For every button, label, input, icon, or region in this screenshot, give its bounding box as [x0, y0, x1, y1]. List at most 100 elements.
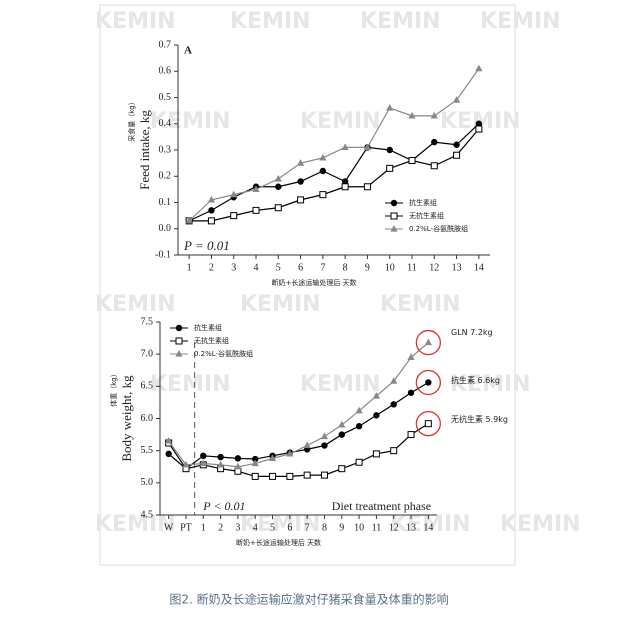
- data-point: [452, 96, 461, 103]
- y-tick-label: 0.6: [159, 66, 172, 77]
- data-point: [408, 157, 416, 164]
- x-tick-label: 4: [253, 522, 258, 533]
- series-line: [168, 423, 429, 477]
- watermark: KEMIN: [95, 9, 176, 34]
- x-tick-label: 1: [187, 262, 192, 273]
- data-point: [200, 452, 207, 460]
- data-point: [338, 420, 346, 428]
- data-point: [165, 450, 172, 458]
- annotation: GLN 7.2kg: [451, 328, 493, 337]
- data-point: [216, 460, 225, 468]
- watermark: KEMIN: [300, 109, 381, 134]
- y-tick-label: 6.5: [141, 381, 154, 392]
- watermark: KEMIN: [240, 292, 321, 317]
- data-point: [390, 377, 398, 384]
- data-point: [297, 196, 305, 204]
- data-point: [269, 472, 277, 480]
- x-tick-label: 3: [235, 522, 240, 533]
- data-point: [165, 437, 173, 444]
- watermark: KEMIN: [360, 9, 441, 34]
- x-tick-label: 7: [305, 522, 310, 533]
- data-point: [303, 441, 311, 449]
- x-tick-label: 7: [320, 262, 325, 273]
- watermark: KEMIN: [300, 372, 381, 397]
- watermark: KEMIN: [390, 512, 471, 537]
- data-point: [424, 420, 432, 428]
- data-point: [453, 151, 461, 159]
- y-tick-label: 0.2: [159, 171, 172, 182]
- data-point: [431, 138, 438, 146]
- watermark: KEMIN: [450, 372, 531, 397]
- data-point: [355, 458, 363, 466]
- data-point: [182, 460, 190, 468]
- data-point: [373, 412, 380, 419]
- x-tick-label: 5: [270, 522, 275, 533]
- legend-label: 0.2%L-谷氨酰胺组: [409, 224, 468, 233]
- data-point: [341, 178, 349, 185]
- caption: 图2. 断奶及长途运输应激对仔猪采食量及体重的影响: [169, 592, 448, 607]
- data-point: [274, 174, 282, 182]
- watermark: KEMIN: [150, 372, 231, 397]
- data-point: [372, 391, 381, 399]
- x-tick-label: 11: [372, 522, 382, 533]
- y-tick-label: 0.3: [159, 144, 172, 155]
- data-point: [230, 190, 238, 198]
- data-point: [208, 207, 215, 214]
- y-tick-label: 0.7: [159, 39, 172, 50]
- y-axis-label: Feed intake, kg: [137, 110, 152, 190]
- data-point: [475, 64, 483, 72]
- legend-label: 无抗生素组: [194, 336, 229, 345]
- y-tick-label: 0.1: [159, 197, 172, 208]
- data-point: [252, 455, 259, 463]
- x-axis-label-cn: 断奶+长途运输处理后 天数: [271, 278, 356, 287]
- data-point: [297, 178, 304, 185]
- highlight-ring: [415, 329, 441, 356]
- x-tick-label: 13: [452, 262, 462, 273]
- data-point: [475, 125, 483, 133]
- data-point: [425, 379, 432, 386]
- x-tick-label: 8: [322, 522, 327, 533]
- series-line: [189, 128, 480, 222]
- data-point: [341, 143, 349, 150]
- watermark: KEMIN: [380, 292, 461, 317]
- y-tick-label: 7.0: [141, 348, 154, 359]
- data-point: [475, 120, 483, 127]
- data-point: [207, 217, 215, 225]
- y-axis-label-cn: 采食量（kg）: [127, 98, 136, 142]
- data-point: [341, 183, 349, 191]
- legend-marker: [390, 212, 398, 220]
- series-line: [188, 68, 480, 222]
- x-axis-label-cn: 断奶+长途运输处理后 天数: [236, 538, 321, 547]
- data-point: [424, 338, 432, 346]
- x-tick-label: 14: [474, 262, 484, 273]
- x-tick-label: PT: [180, 522, 192, 533]
- data-point: [234, 462, 242, 470]
- data-point: [363, 183, 371, 191]
- x-tick-label: 11: [407, 262, 417, 273]
- series-line: [168, 381, 429, 470]
- y-axis-label-cn: 体重（kg）: [109, 370, 118, 407]
- data-point: [407, 353, 415, 360]
- x-tick-label: 9: [339, 522, 344, 533]
- y-tick-label: 0.4: [159, 118, 172, 129]
- y-tick-label: 6.0: [141, 413, 154, 424]
- legend-marker: [390, 225, 398, 232]
- data-point: [320, 432, 329, 440]
- x-tick-label: 9: [365, 262, 370, 273]
- data-point: [207, 195, 216, 203]
- annotation: P < 0.01: [202, 499, 245, 513]
- data-point: [430, 162, 438, 170]
- data-point: [303, 471, 311, 479]
- x-tick-label: 6: [287, 522, 292, 533]
- watermark: KEMIN: [95, 292, 176, 317]
- data-point: [251, 459, 259, 467]
- series-line: [168, 342, 429, 468]
- legend-marker: [390, 199, 398, 207]
- data-point: [407, 389, 415, 396]
- x-tick-label: 2: [209, 262, 214, 273]
- data-point: [355, 423, 363, 430]
- y-tick-label: 5.0: [141, 477, 154, 488]
- watermark: KEMIN: [500, 512, 581, 537]
- x-tick-label: W: [164, 522, 174, 533]
- data-point: [286, 472, 294, 480]
